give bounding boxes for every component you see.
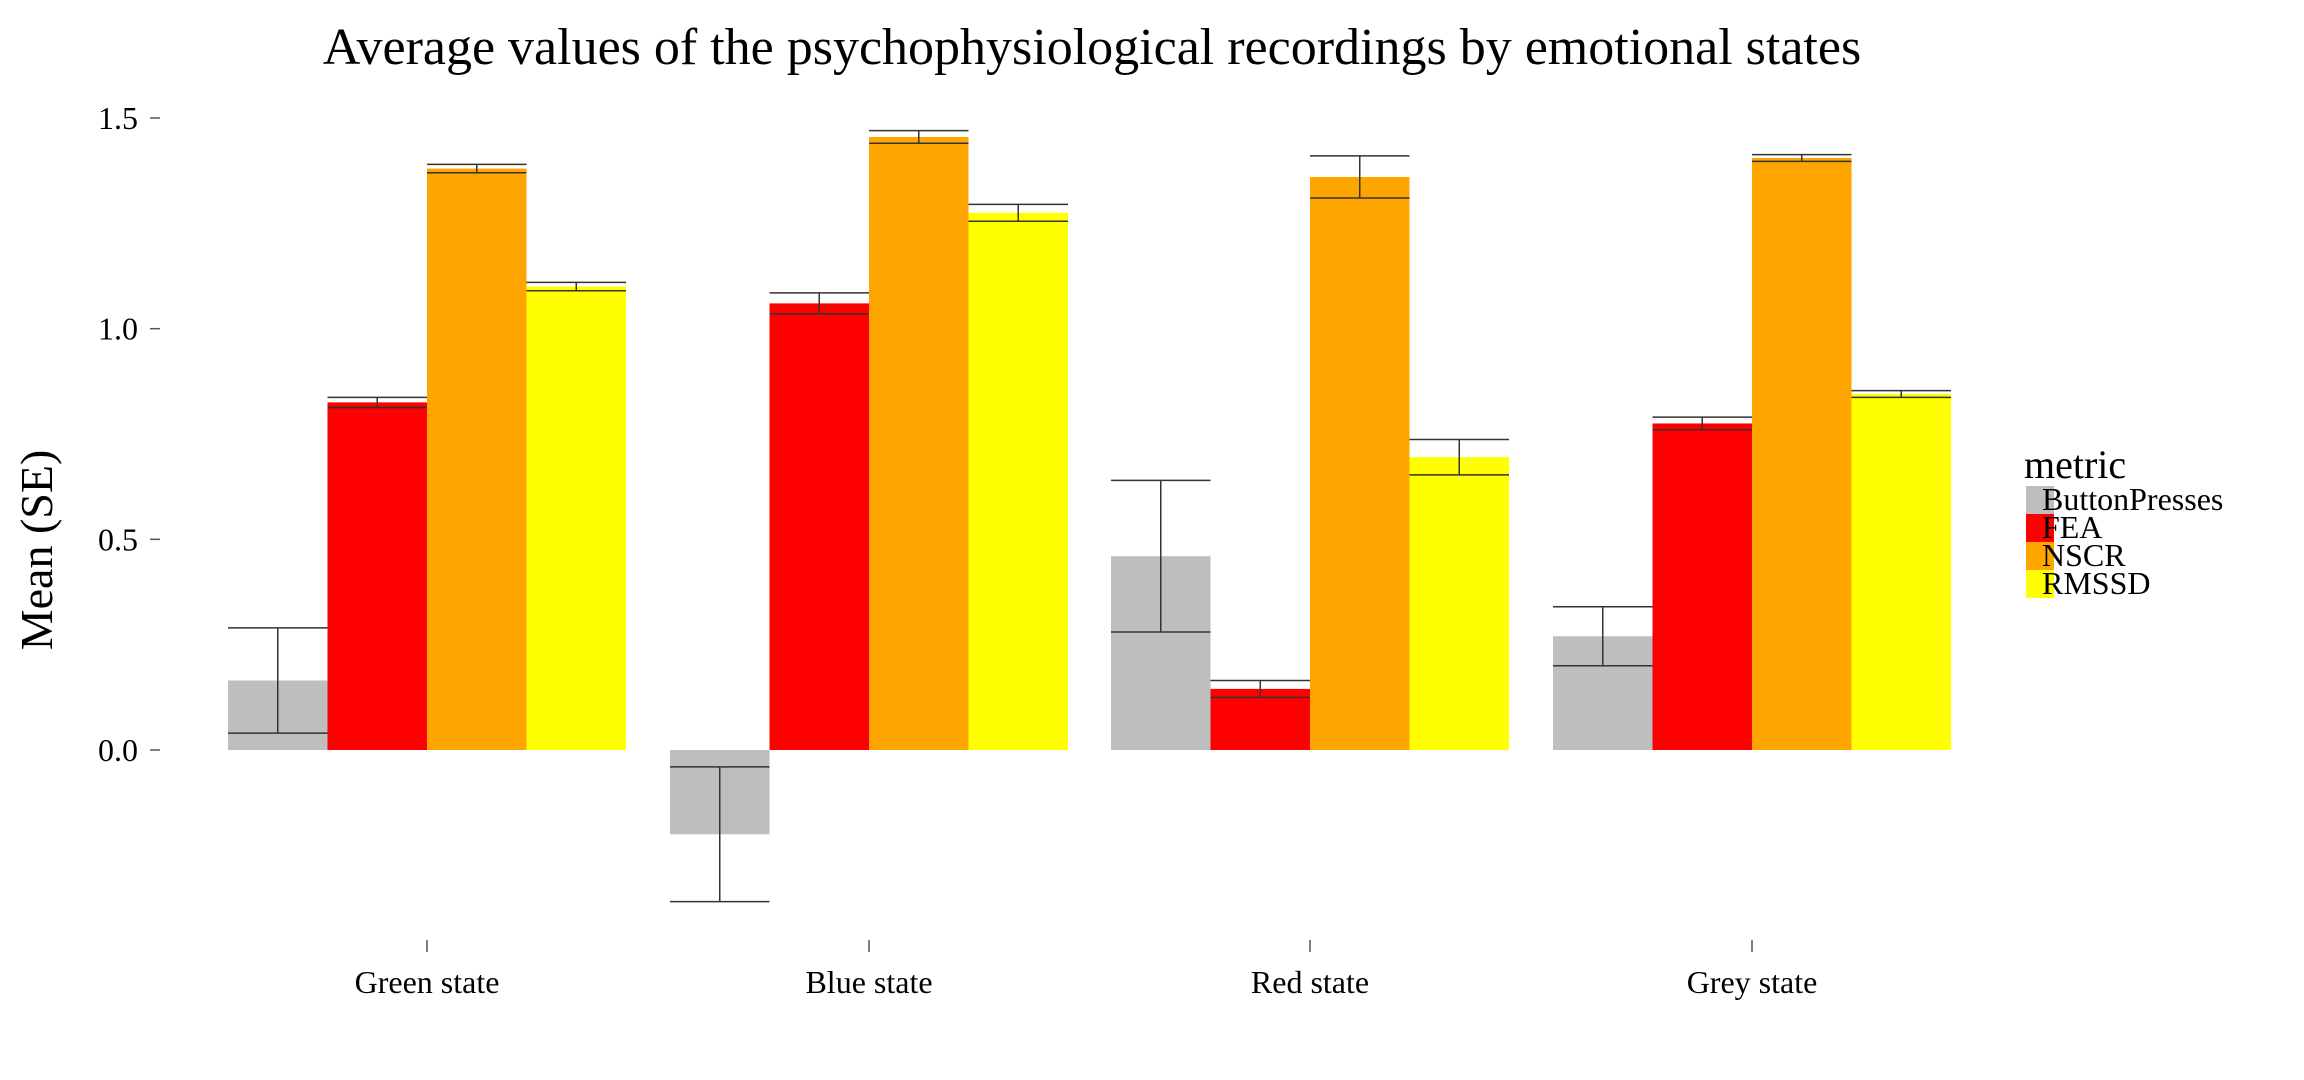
x-tick-label: Red state [1251,964,1369,1000]
legend-swatch-fea [2026,514,2054,542]
y-axis-label: Mean (SE) [11,450,62,651]
x-axis: Green state Blue state Red state Grey state [355,940,1818,1000]
error-bar [526,281,626,292]
error-bar [1553,605,1653,667]
error-bar [670,766,770,903]
y-tick-label: 1.5 [98,100,138,136]
bar-rmssd-0 [526,286,626,750]
error-bar [869,129,969,145]
error-bars [228,129,1951,903]
bar-fea-3 [1652,423,1752,750]
legend-swatch-nscr [2026,542,2054,570]
chart-title: Average values of the psychophysiologica… [323,19,1861,76]
error-bar [1409,438,1509,476]
bar-fea-1 [769,303,869,750]
error-bar [427,163,527,174]
y-tick-label: 0.5 [98,521,138,557]
error-bar [1310,155,1410,199]
y-tick-label: 0.0 [98,732,138,768]
bar-rmssd-1 [968,212,1068,750]
bar-nscr-3 [1752,158,1852,750]
error-bar [1652,416,1752,431]
y-tick-label: 1.0 [98,311,138,347]
bars [228,136,1951,835]
error-bar [327,396,427,409]
bar-nscr-1 [869,136,969,750]
legend-label-rmssd: RMSSD [2042,565,2151,601]
error-bar [1851,389,1951,399]
error-bar [769,292,869,315]
error-bar [1111,479,1211,633]
x-tick-label: Grey state [1687,964,1818,1000]
bar-fea-0 [327,402,427,750]
error-bar [1752,153,1852,163]
bar-rmssd-3 [1851,393,1951,750]
legend-swatch-rmssd [2026,570,2054,598]
legend-label-buttonpresses: ButtonPresses [2042,481,2223,517]
error-bar [968,203,1068,222]
error-bar [1210,679,1310,699]
legend-label-fea: FEA [2042,509,2102,545]
bar-fea-2 [1210,688,1310,750]
bar-nscr-0 [427,168,527,751]
legend-swatch-buttonpresses [2026,486,2054,514]
legend-title: metric [2024,442,2126,487]
bar-rmssd-2 [1409,457,1509,750]
x-tick-label: Blue state [805,964,932,1000]
legend-label-nscr: NSCR [2042,537,2126,573]
error-bar [228,627,328,734]
x-tick-label: Green state [355,964,500,1000]
y-axis: 0.0 0.5 1.0 1.5 [98,100,160,768]
bar-nscr-2 [1310,176,1410,750]
